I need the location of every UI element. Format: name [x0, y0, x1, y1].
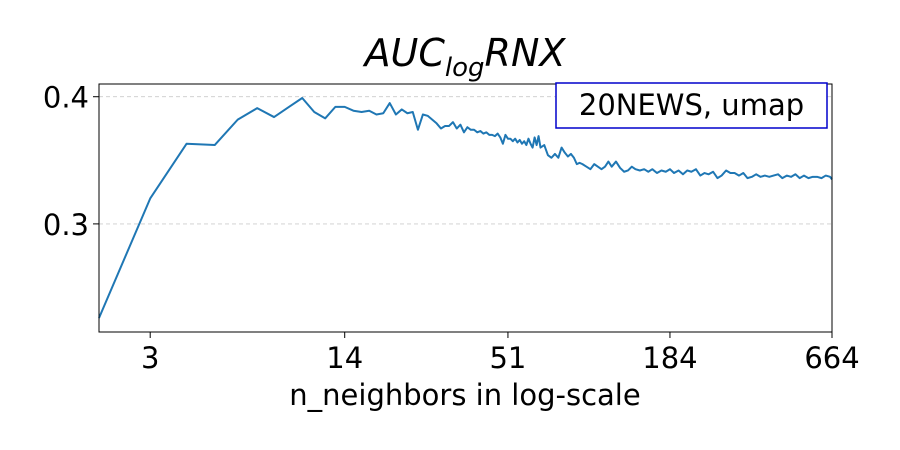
- chart-title: AUClogRNX: [362, 31, 567, 83]
- x-axis-label: n_neighbors in log-scale: [289, 378, 640, 412]
- x-tick-label-3: 184: [642, 341, 697, 375]
- plot-frame: [98, 83, 833, 333]
- x-tick-label-1: 14: [326, 341, 363, 375]
- x-tick-label-4: 664: [804, 341, 859, 375]
- chart-title-main: AUC: [362, 31, 446, 75]
- chart-title-subscript: log: [445, 53, 485, 83]
- y-tick-label-0: 0.3: [43, 208, 89, 242]
- x-tick-label-0: 3: [141, 341, 159, 375]
- y-axis-ticks: 0.3 0.4: [43, 81, 99, 242]
- y-tick-label-1: 0.4: [43, 81, 89, 115]
- series-layer: [98, 96, 833, 319]
- series-line-0: [98, 96, 833, 319]
- legend-annotation: 20NEWS, umap: [555, 82, 828, 129]
- legend-text: 20NEWS, umap: [579, 88, 804, 122]
- plot-area: 3 14 51 184 664 0.3 0.4: [43, 81, 860, 375]
- x-axis-ticks: 3 14 51 184 664: [141, 332, 860, 375]
- chart-title-end: RNX: [485, 31, 567, 75]
- x-tick-label-2: 51: [489, 341, 526, 375]
- legend-box: [555, 82, 828, 129]
